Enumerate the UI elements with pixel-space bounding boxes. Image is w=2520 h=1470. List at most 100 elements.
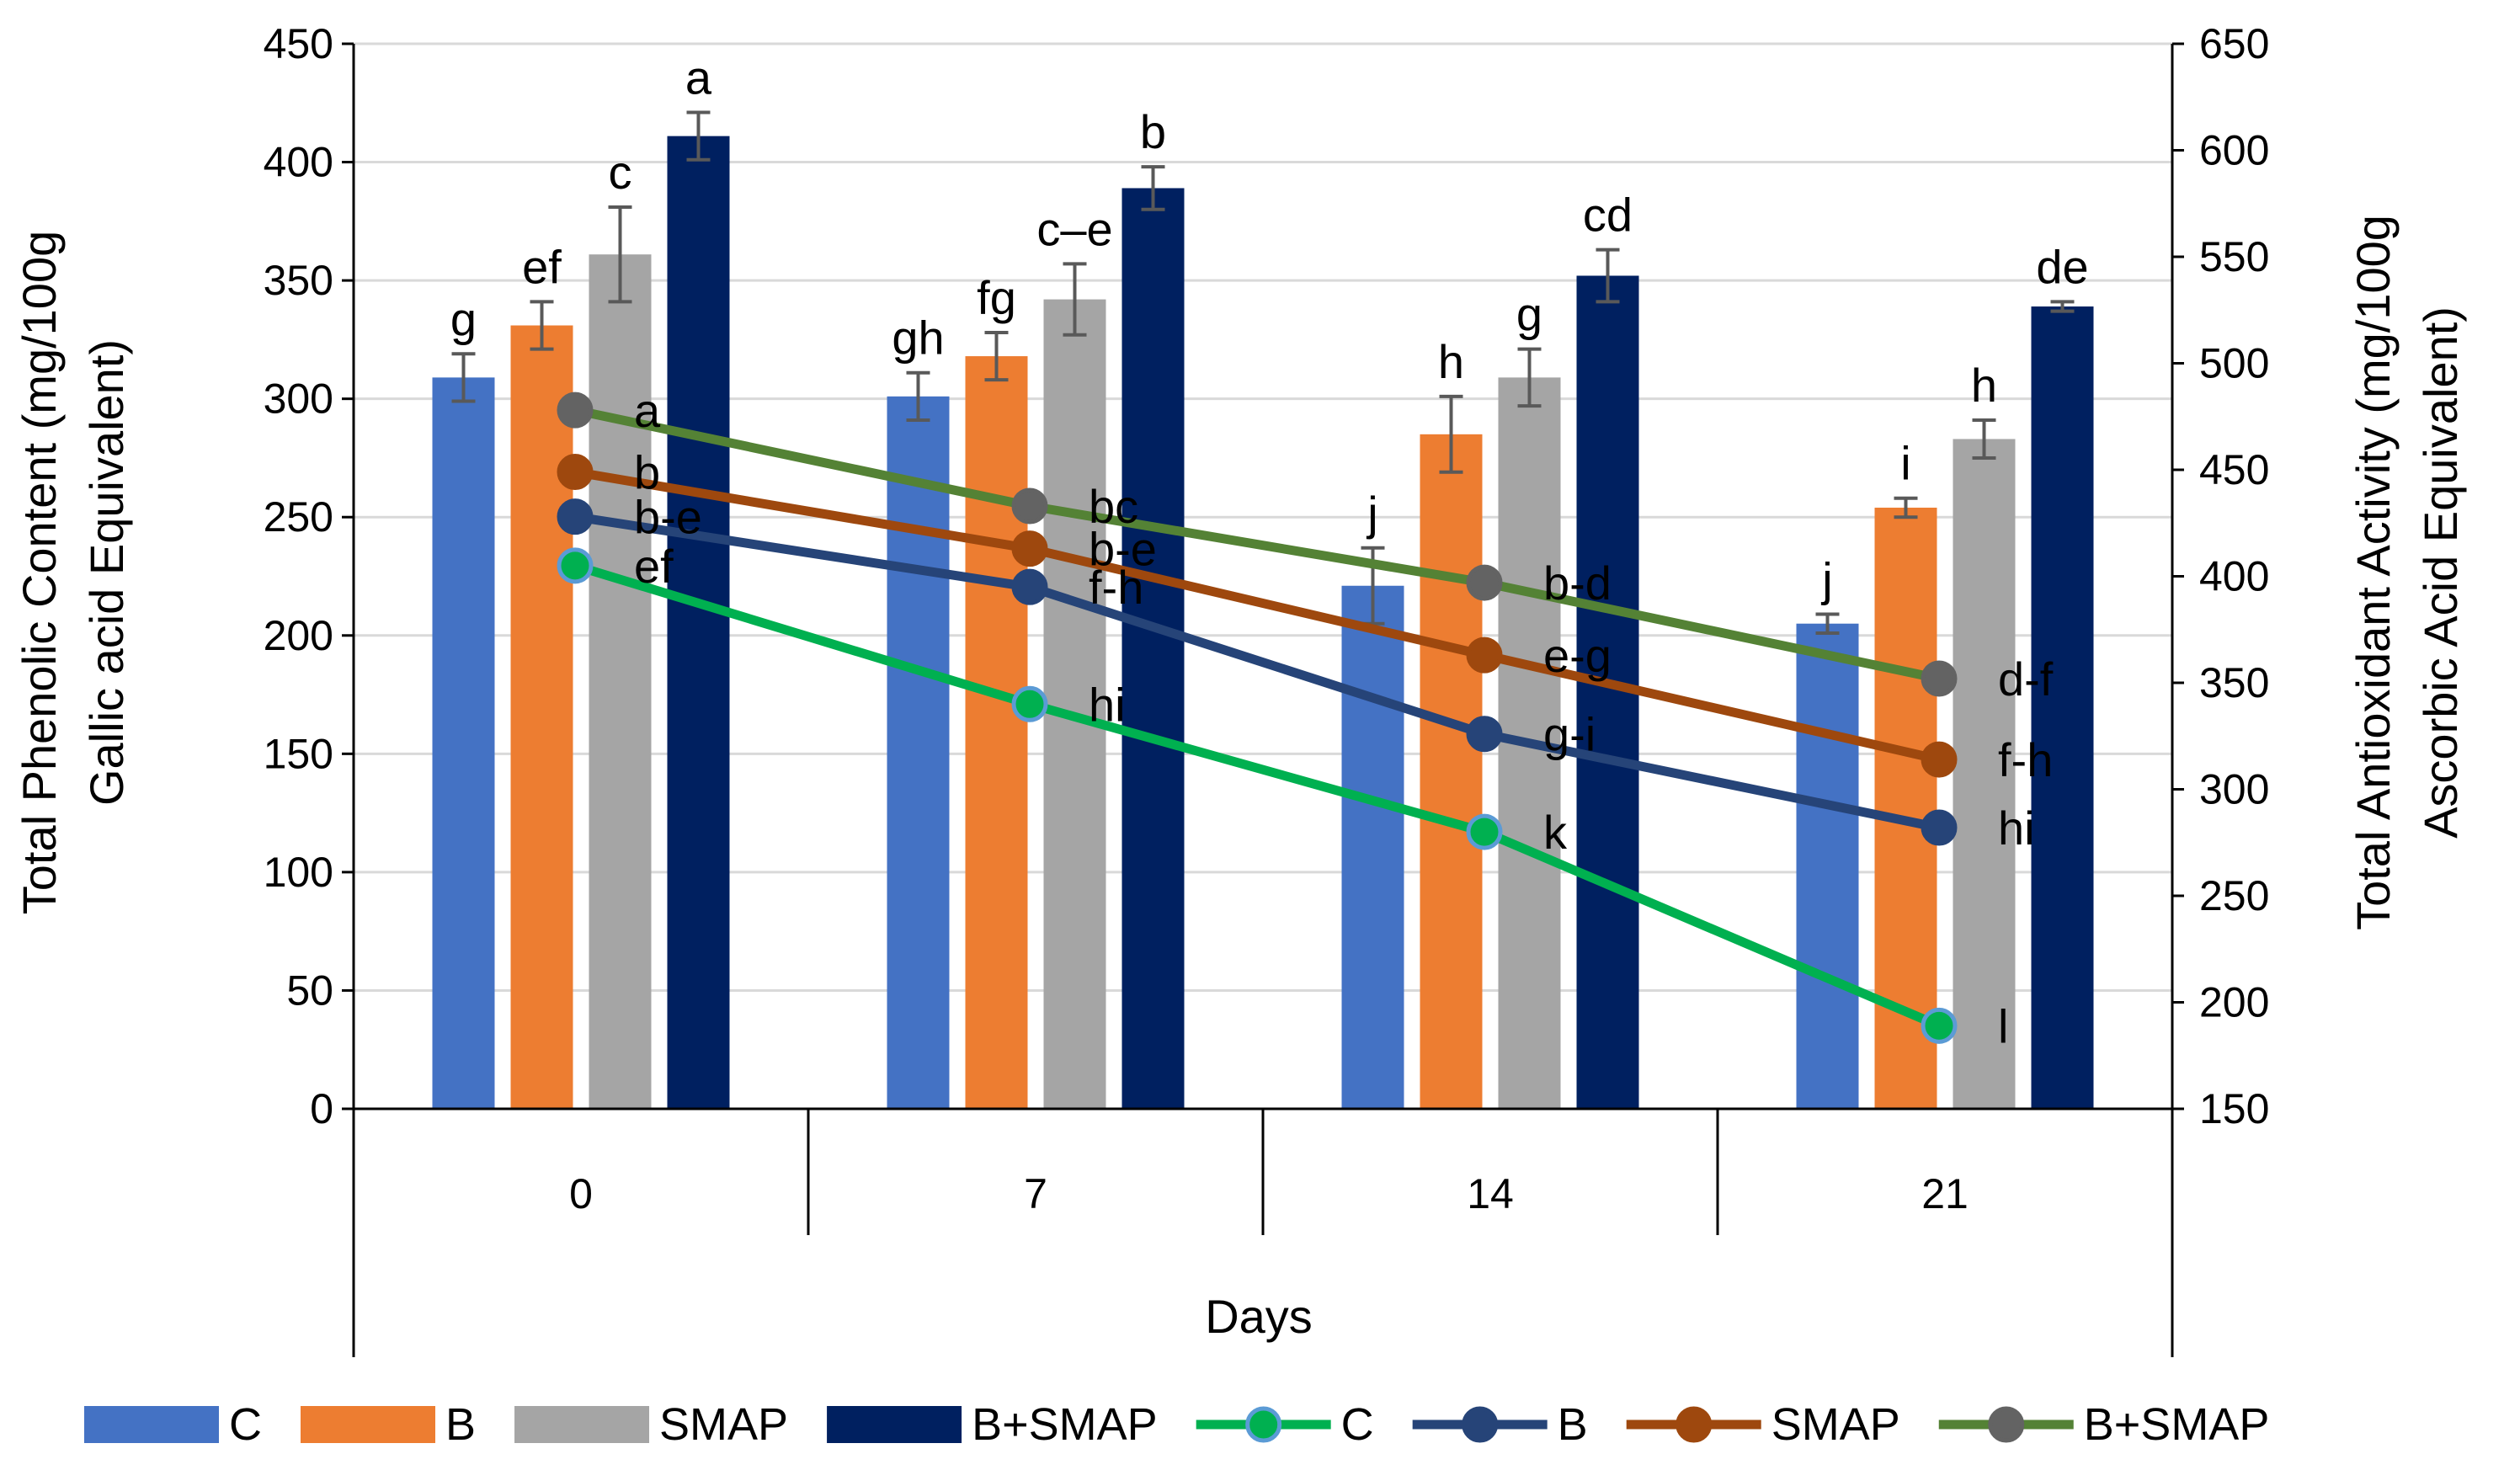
y-right-tick-label: 550 <box>2199 233 2269 280</box>
bar-data-label: a <box>685 51 712 104</box>
y-left-tick-label: 350 <box>264 257 333 304</box>
y-left-tick-label: 100 <box>264 849 333 896</box>
line-series-b <box>574 512 1941 833</box>
line-data-label: k <box>1543 806 1568 859</box>
bar-b-smap-day-7 <box>1121 188 1185 1109</box>
legend: C B SMAP B+SMAP C B SMAP B+SMAP <box>84 1399 2269 1450</box>
line-point <box>557 547 594 584</box>
legend-swatch-bar <box>827 1406 962 1443</box>
y-right-tick-label: 650 <box>2199 20 2269 67</box>
line-point <box>1011 568 1048 605</box>
line-data-label: f-h <box>1089 561 1143 614</box>
y-right-tick-label: 350 <box>2199 659 2269 706</box>
bar-b-day-0 <box>510 325 573 1109</box>
y-left-tick-label: 300 <box>264 375 333 423</box>
line-point <box>1466 716 1503 753</box>
bar-data-label: i <box>1900 437 1910 490</box>
y-right-tick-label: 250 <box>2199 872 2269 919</box>
line-data-label: b-e <box>1089 523 1157 576</box>
legend-label: C <box>1341 1399 1374 1450</box>
line-data-label: bc <box>1089 480 1138 533</box>
bar-b-day-14 <box>1420 434 1483 1109</box>
y-left-tick-label: 200 <box>264 612 333 659</box>
x-tick-label: 14 <box>1467 1170 1514 1217</box>
line-data-label: ef <box>634 540 674 593</box>
bar-data-label: ef <box>522 240 562 293</box>
y-right-tick-label: 400 <box>2199 553 2269 600</box>
x-tick-label: 0 <box>569 1170 593 1217</box>
line-point <box>557 454 594 491</box>
legend-label: SMAP <box>1771 1399 1900 1450</box>
line-point <box>557 391 594 429</box>
bar-data-label: g <box>1516 288 1542 341</box>
y-left-tick-label: 400 <box>264 139 333 186</box>
bar-data-label: c <box>609 146 632 199</box>
legend-label: C <box>229 1399 262 1450</box>
line-data-label: f-h <box>1998 733 2053 786</box>
legend-swatch-marker <box>1676 1406 1713 1443</box>
x-axis-title: Days <box>1205 1290 1313 1343</box>
line-data-label: b-d <box>1543 557 1612 610</box>
line-point <box>1011 530 1048 567</box>
legend-label: B+SMAP <box>2084 1399 2270 1450</box>
legend-label: SMAP <box>659 1399 788 1450</box>
bar-data-label: gh <box>892 312 944 365</box>
axis-titles: Total Phenolic Content (mg/100g Gallic a… <box>13 215 2467 1343</box>
line-point <box>1921 741 1958 778</box>
bar-smap-day-0 <box>589 254 652 1109</box>
y-axis-left-title-line1: Total Phenolic Content (mg/100g <box>13 231 66 915</box>
line-point <box>1466 813 1503 850</box>
y-right-tick-label: 500 <box>2199 340 2269 387</box>
bar-c-day-7 <box>887 396 950 1109</box>
line-data-label: g-i <box>1543 708 1596 761</box>
bar-c-day-0 <box>432 377 495 1109</box>
y-left-tick-label: 450 <box>264 20 333 67</box>
y-right-tick-label: 600 <box>2199 127 2269 174</box>
legend-swatch-marker <box>1988 1406 2025 1443</box>
bar-series-group <box>432 136 2094 1110</box>
y-left-tick-label: 150 <box>264 730 333 777</box>
y-right-tick-label: 300 <box>2199 766 2269 813</box>
y-left-tick-label: 50 <box>286 967 333 1014</box>
bar-c-day-14 <box>1341 585 1404 1109</box>
line-series-smap <box>574 467 1941 764</box>
line-data-label: d-f <box>1998 652 2054 706</box>
line-data-label: hi <box>1089 678 1126 731</box>
y-right-tick-label: 450 <box>2199 446 2269 493</box>
y-right-tick-label: 150 <box>2199 1085 2269 1132</box>
x-tick-label: 21 <box>1921 1170 1969 1217</box>
line-point <box>1011 685 1048 722</box>
bar-data-label: j <box>1820 552 1832 605</box>
legend-swatch-bar <box>301 1406 435 1443</box>
bar-smap-day-7 <box>1043 299 1106 1110</box>
y-axis-right-title-line1: Total Antioxidant Activity (mg/100g <box>2347 215 2400 930</box>
line-point <box>1466 564 1503 601</box>
legend-label: B+SMAP <box>972 1399 1158 1450</box>
bar-data-label: c–e <box>1036 202 1112 255</box>
legend-swatch-marker <box>1462 1406 1499 1443</box>
legend-label: B <box>445 1399 476 1450</box>
gridlines <box>354 42 2172 992</box>
line-point <box>1921 1007 1958 1044</box>
line-data-label: a <box>634 384 661 437</box>
y-left-tick-label: 250 <box>264 493 333 541</box>
line-point <box>557 498 594 535</box>
line-data-label: b-e <box>634 491 702 544</box>
line-series-c <box>573 561 1942 1031</box>
bar-c-day-21 <box>1796 623 1859 1109</box>
bar-data-label: h <box>1438 335 1464 388</box>
bar-data-label: b <box>1140 105 1166 158</box>
line-data-label: l <box>1998 999 2008 1052</box>
x-tick-label: 7 <box>1024 1170 1047 1217</box>
line-data-label: e-g <box>1543 629 1612 682</box>
bar-smap-day-21 <box>1953 439 2016 1109</box>
y-axis-left-title-line2: Gallic acid Equivalent) <box>80 339 133 806</box>
line-point <box>1921 809 1958 846</box>
bar-data-label: h <box>1971 359 1997 412</box>
bar-data-label: j <box>1366 487 1377 540</box>
legend-swatch-marker <box>1245 1406 1282 1443</box>
line-data-label: hi <box>1998 802 2035 855</box>
